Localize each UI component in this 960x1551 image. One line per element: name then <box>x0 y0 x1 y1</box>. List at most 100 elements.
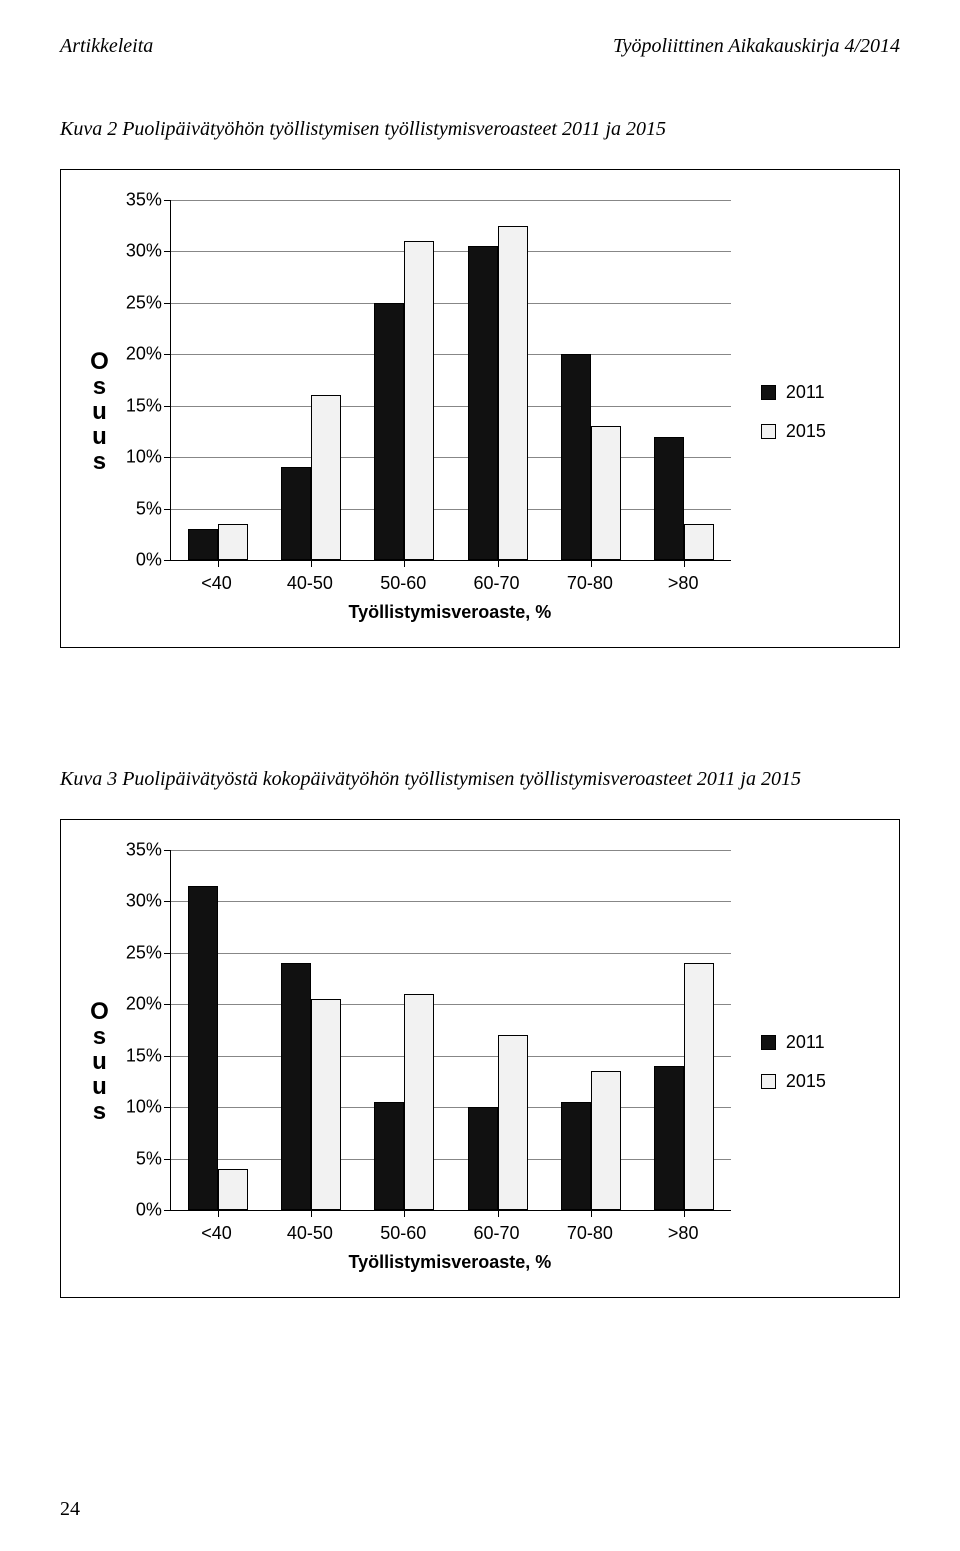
page: Artikkeleita Työpoliittinen Aikakauskirj… <box>0 0 960 1551</box>
ylabel-char: u <box>92 1074 107 1099</box>
page-number: 24 <box>60 1498 80 1521</box>
ytick-mark <box>164 560 171 561</box>
figure-3-inner: Osuus 0%5%10%15%20%25%30%35% <4040-5050-… <box>83 850 877 1273</box>
bar <box>684 524 714 560</box>
ytick-label: 20% <box>126 994 162 1015</box>
xtick-label: 70-80 <box>543 573 636 594</box>
xtick-label: 40-50 <box>263 573 356 594</box>
figure-2-caption: Kuva 2 Puolipäivätyöhön työllistymisen t… <box>60 118 900 141</box>
figure-2-inner: Osuus 0%5%10%15%20%25%30%35% <4040-5050-… <box>83 200 877 623</box>
bar <box>404 994 434 1210</box>
legend-swatch <box>761 1074 776 1089</box>
ytick-mark <box>164 354 171 355</box>
legend-label: 2015 <box>786 1071 826 1092</box>
ytick-label: 0% <box>136 550 162 571</box>
ytick-label: 5% <box>136 498 162 519</box>
figure-3-plot-area <box>170 850 731 1211</box>
figure-3-plot-with-ticks: 0%5%10%15%20%25%30%35% <box>116 850 731 1211</box>
ylabel-char: s <box>93 1099 106 1124</box>
ylabel-char: O <box>90 349 109 374</box>
figure-2-plot-col: 0%5%10%15%20%25%30%35% <4040-5050-6060-7… <box>116 200 731 623</box>
ytick-mark <box>164 509 171 510</box>
gridline <box>171 251 731 252</box>
xtick-mark <box>404 560 405 567</box>
xtick-mark <box>218 560 219 567</box>
xtick-label: 60-70 <box>450 573 543 594</box>
ylabel-char: s <box>93 449 106 474</box>
xtick-mark <box>311 1210 312 1217</box>
gridline <box>171 1056 731 1057</box>
header-left: Artikkeleita <box>60 35 153 58</box>
gridline <box>171 1004 731 1005</box>
xtick-label: 50-60 <box>357 1223 450 1244</box>
ylabel-char: s <box>93 1024 106 1049</box>
ylabel-char: u <box>92 1049 107 1074</box>
figure-2-plot-with-ticks: 0%5%10%15%20%25%30%35% <box>116 200 731 561</box>
figure-2-plot-area <box>170 200 731 561</box>
ylabel-char: O <box>90 999 109 1024</box>
bar <box>188 886 218 1210</box>
bar <box>374 1102 404 1210</box>
bar <box>654 437 684 560</box>
xtick-label: 40-50 <box>263 1223 356 1244</box>
xtick-mark <box>591 1210 592 1217</box>
ytick-label: 10% <box>126 447 162 468</box>
gridline <box>171 354 731 355</box>
ytick-mark <box>164 251 171 252</box>
figure-3-xlabels: <4040-5050-6060-7070-80>80 <box>116 1211 731 1244</box>
bar <box>218 524 248 560</box>
xtick-label: <40 <box>170 573 263 594</box>
bar <box>498 226 528 560</box>
ytick-label: 35% <box>126 190 162 211</box>
ytick-mark <box>164 953 171 954</box>
bar <box>188 529 218 560</box>
ytick-label: 0% <box>136 1200 162 1221</box>
bar <box>591 426 621 560</box>
legend-item: 2011 <box>761 382 877 403</box>
ytick-mark <box>164 406 171 407</box>
bar <box>374 303 404 560</box>
xtick-label: 60-70 <box>450 1223 543 1244</box>
xtick-label: 70-80 <box>543 1223 636 1244</box>
bar <box>561 354 591 560</box>
bar <box>498 1035 528 1210</box>
legend-swatch <box>761 1035 776 1050</box>
ytick-label: 25% <box>126 942 162 963</box>
ylabel-char: s <box>93 374 106 399</box>
xtick-mark <box>684 1210 685 1217</box>
figure-3-ylabel: Osuus <box>83 850 116 1273</box>
figure-2-categories: <4040-5050-6060-7070-80>80 <box>170 573 730 594</box>
ytick-mark <box>164 901 171 902</box>
ytick-label: 20% <box>126 344 162 365</box>
figure-2-frame: Osuus 0%5%10%15%20%25%30%35% <4040-5050-… <box>60 169 900 648</box>
figure-2-legend: 2011 2015 <box>731 200 877 623</box>
ytick-mark <box>164 1159 171 1160</box>
bar <box>468 1107 498 1210</box>
gridline <box>171 406 731 407</box>
ytick-mark <box>164 1056 171 1057</box>
ytick-mark <box>164 1210 171 1211</box>
ytick-mark <box>164 457 171 458</box>
bar <box>218 1169 248 1210</box>
ytick-label: 35% <box>126 840 162 861</box>
legend-label: 2015 <box>786 421 826 442</box>
xtick-mark <box>498 560 499 567</box>
bar <box>561 1102 591 1210</box>
figure-3-yticks: 0%5%10%15%20%25%30%35% <box>116 850 170 1210</box>
gridline <box>171 457 731 458</box>
xtick-mark <box>311 560 312 567</box>
bar <box>281 467 311 560</box>
gridline <box>171 200 731 201</box>
legend-label: 2011 <box>786 382 825 403</box>
xtick-mark <box>404 1210 405 1217</box>
ylabel-char: u <box>92 399 107 424</box>
legend-label: 2011 <box>786 1032 825 1053</box>
xtick-label: >80 <box>637 573 730 594</box>
ytick-label: 15% <box>126 395 162 416</box>
bar <box>311 395 341 560</box>
ylabel-char: u <box>92 424 107 449</box>
xtick-label: 50-60 <box>357 573 450 594</box>
spacer <box>116 1223 170 1244</box>
figure-3-plot-col: 0%5%10%15%20%25%30%35% <4040-5050-6060-7… <box>116 850 731 1273</box>
bar <box>684 963 714 1210</box>
